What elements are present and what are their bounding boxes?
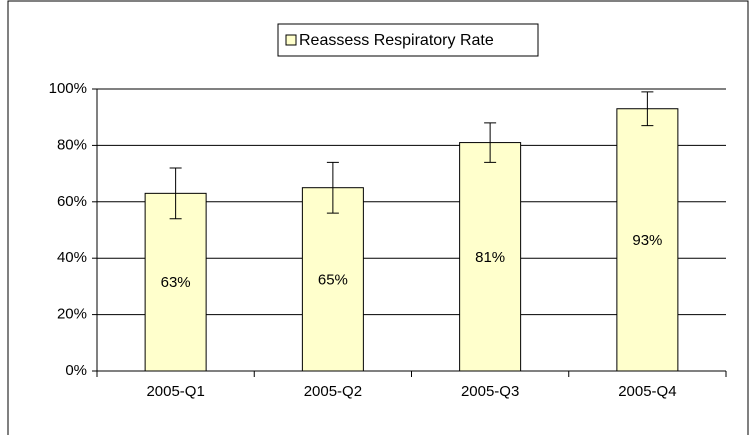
y-tick-label: 60%	[57, 193, 87, 210]
error-bar	[169, 167, 182, 220]
bar	[144, 192, 207, 372]
y-tick-label: 0%	[65, 362, 87, 379]
x-tick-label: 2005-Q1	[146, 383, 204, 400]
bar	[616, 108, 679, 372]
error-bar	[326, 161, 339, 214]
data-label: 65%	[318, 271, 348, 288]
legend-swatch	[285, 34, 297, 46]
y-tick-label: 100%	[49, 80, 87, 97]
chart-frame	[7, 0, 749, 435]
legend-label: Reassess Respiratory Rate	[299, 32, 494, 49]
data-label: 93%	[632, 232, 662, 249]
x-tick-label: 2005-Q4	[618, 383, 676, 400]
y-tick-label: 80%	[57, 136, 87, 153]
bar	[301, 187, 364, 372]
data-label: 63%	[161, 274, 191, 291]
x-tick-label: 2005-Q2	[304, 383, 362, 400]
y-tick-label: 40%	[57, 249, 87, 266]
legend-box	[277, 23, 539, 57]
data-label: 81%	[475, 249, 505, 266]
y-tick-label: 20%	[57, 306, 87, 323]
error-bar	[484, 122, 497, 163]
x-tick-label: 2005-Q3	[461, 383, 519, 400]
error-bar	[641, 91, 654, 127]
bar	[459, 142, 522, 372]
